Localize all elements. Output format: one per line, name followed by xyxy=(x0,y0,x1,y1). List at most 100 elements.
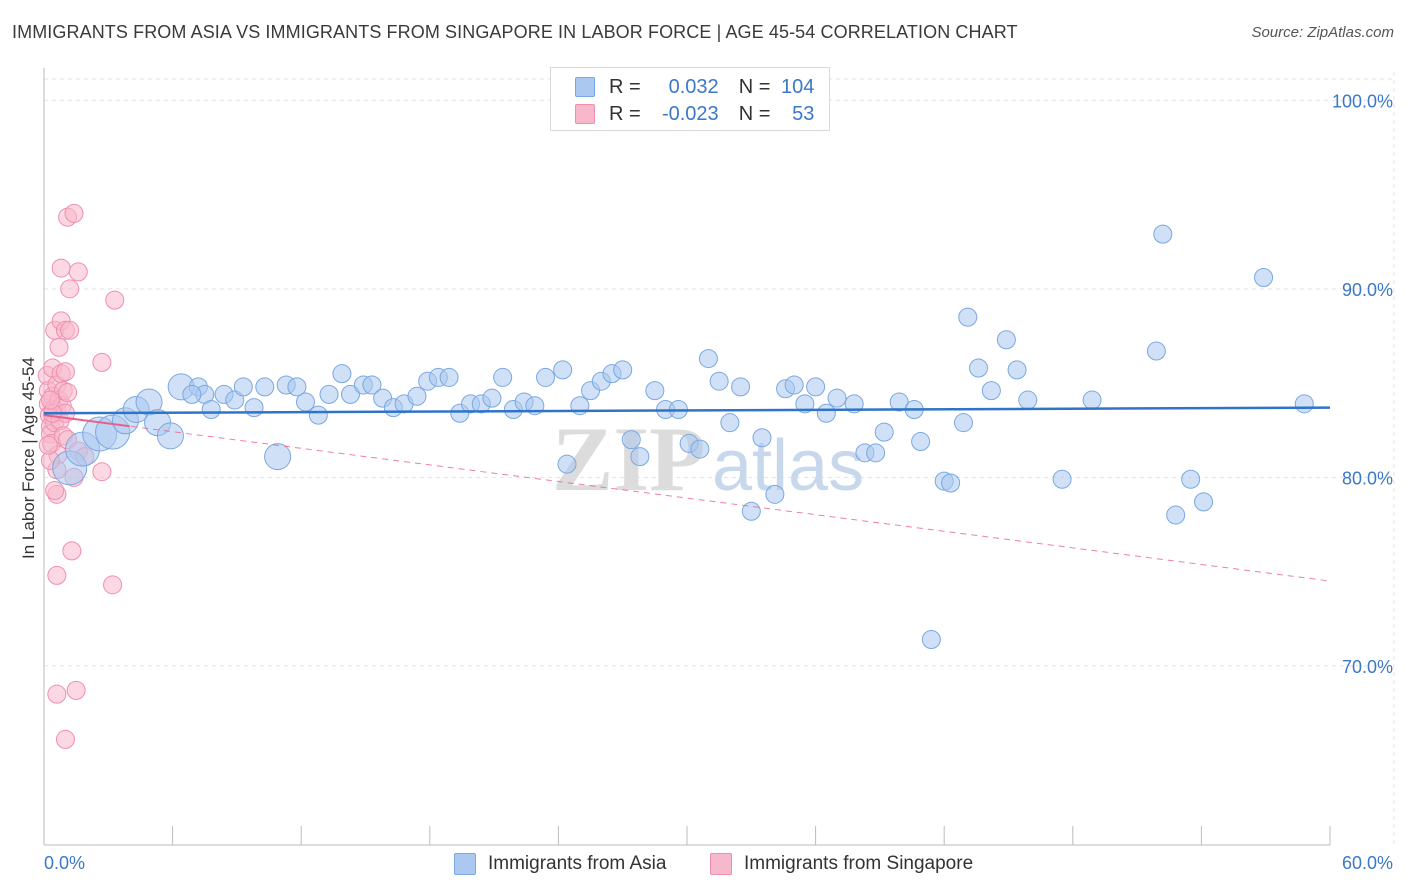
asia-point xyxy=(1007,360,1027,380)
singapore-point xyxy=(51,258,71,278)
singapore-point xyxy=(58,383,78,403)
singapore-legend-label: Immigrants from Singapore xyxy=(744,853,974,874)
y-tick-label: 80.0% xyxy=(1342,468,1393,488)
singapore-point xyxy=(47,565,67,585)
asia-point xyxy=(287,377,307,397)
asia-point xyxy=(225,390,245,410)
asia-point xyxy=(698,349,718,369)
singapore-point xyxy=(68,262,88,282)
asia-swatch xyxy=(575,77,595,97)
legend-item-asia: Immigrants from Asia xyxy=(454,850,666,878)
asia-point xyxy=(827,388,847,408)
asia-trend-line xyxy=(43,406,1331,415)
singapore-point xyxy=(64,203,84,223)
asia-point xyxy=(340,384,360,404)
legend-item-singapore: Immigrants from Singapore xyxy=(710,850,973,878)
asia-point xyxy=(996,330,1016,350)
singapore-legend-swatch xyxy=(710,853,732,875)
singapore-point xyxy=(60,320,80,340)
asia-point xyxy=(645,381,665,401)
asia-point xyxy=(874,422,894,442)
asia-point xyxy=(295,392,315,412)
singapore-point xyxy=(60,279,80,299)
asia-point xyxy=(1082,390,1102,410)
stats-legend: R = 0.032 N = 104 R = -0.023 N = 53 xyxy=(550,67,830,131)
y-tick-label: 90.0% xyxy=(1342,280,1393,300)
asia-point xyxy=(889,392,909,412)
n-value-asia: 104 xyxy=(781,75,815,98)
singapore-point xyxy=(92,462,112,482)
asia-point xyxy=(536,367,556,387)
asia-point xyxy=(953,413,973,433)
asia-point xyxy=(1166,505,1186,525)
asia-point xyxy=(784,375,804,395)
singapore-point xyxy=(40,390,60,410)
singapore-point xyxy=(45,481,65,501)
x-tick-label: 0.0% xyxy=(44,853,85,873)
asia-point xyxy=(362,375,382,395)
asia-point xyxy=(553,360,573,380)
singapore-point xyxy=(103,575,123,595)
n-value-singapore: 53 xyxy=(792,102,815,125)
asia-point xyxy=(255,377,275,397)
asia-point xyxy=(407,386,427,406)
r-label: R = xyxy=(609,75,641,98)
asia-point xyxy=(981,381,1001,401)
y-tick-label: 70.0% xyxy=(1342,657,1393,677)
asia-point xyxy=(233,377,253,397)
singapore-point xyxy=(55,362,75,382)
singapore-point xyxy=(49,337,69,357)
asia-point xyxy=(690,439,710,459)
n-label: N = xyxy=(738,75,771,98)
asia-point xyxy=(958,307,978,327)
singapore-trend-solid xyxy=(43,414,130,428)
source-credit: Source: ZipAtlas.com xyxy=(1251,24,1394,41)
singapore-trend-dashed xyxy=(43,414,1331,582)
asia-point xyxy=(621,430,641,450)
asia-point xyxy=(308,405,328,425)
asia-point xyxy=(844,394,864,414)
n-label: N = xyxy=(738,102,771,125)
asia-point xyxy=(332,364,352,384)
y-axis-label: In Labor Force | Age 45-54 xyxy=(19,357,38,559)
chart-title: IMMIGRANTS FROM ASIA VS IMMIGRANTS FROM … xyxy=(12,22,1018,42)
asia-point xyxy=(941,473,961,493)
asia-series xyxy=(52,224,1314,649)
asia-point xyxy=(816,403,836,423)
asia-point xyxy=(866,443,886,463)
asia-point xyxy=(968,358,988,378)
asia-point xyxy=(1181,469,1201,489)
asia-point xyxy=(182,384,202,404)
asia-point xyxy=(201,399,221,419)
r-value-asia: 0.032 xyxy=(668,75,719,98)
stats-legend-row-singapore: R = -0.023 N = 53 xyxy=(575,101,814,127)
asia-point xyxy=(1052,469,1072,489)
asia-point xyxy=(806,377,826,397)
asia-point xyxy=(557,454,577,474)
r-label: R = xyxy=(609,102,641,125)
asia-point xyxy=(319,384,339,404)
asia-point xyxy=(1194,492,1214,512)
singapore-point xyxy=(105,290,125,310)
r-value-singapore: -0.023 xyxy=(661,102,719,125)
asia-point xyxy=(482,388,502,408)
singapore-point xyxy=(38,435,58,455)
asia-point xyxy=(439,367,459,387)
asia-point xyxy=(493,367,513,387)
singapore-point xyxy=(47,684,67,704)
asia-point xyxy=(1146,341,1166,361)
asia-point xyxy=(720,413,740,433)
singapore-series xyxy=(37,203,125,749)
singapore-swatch xyxy=(575,104,595,124)
asia-point xyxy=(921,629,941,649)
y-tick-label: 100.0% xyxy=(1332,91,1393,111)
asia-legend-swatch xyxy=(454,853,476,875)
singapore-point xyxy=(66,680,86,700)
watermark-zip: ZIP xyxy=(552,408,705,510)
asia-legend-label: Immigrants from Asia xyxy=(488,853,667,874)
asia-point xyxy=(1018,390,1038,410)
asia-point xyxy=(264,443,292,471)
asia-point xyxy=(1294,394,1314,414)
asia-point xyxy=(1254,268,1274,288)
